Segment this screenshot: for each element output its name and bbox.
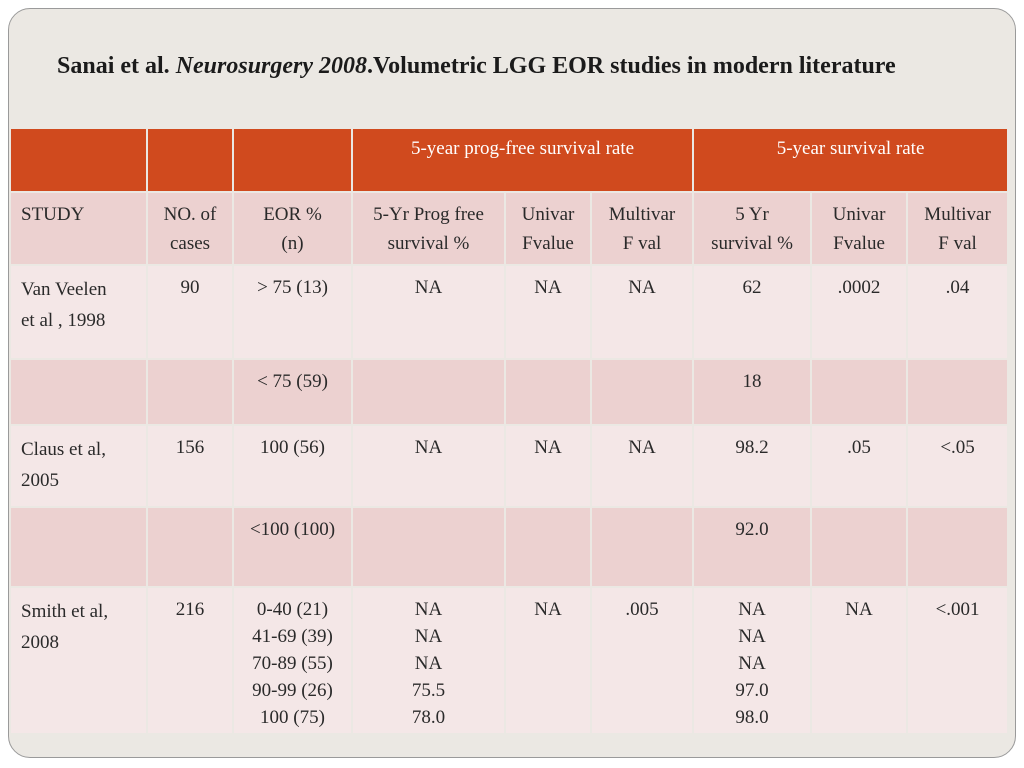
os-cell: 62	[694, 266, 811, 358]
os-univar-cell: .05	[812, 426, 907, 506]
os-multivar-cell: .04	[908, 266, 1008, 358]
group-header-survival: 5-year survival rate	[694, 129, 1008, 191]
study-cell: Claus et al, 2005	[11, 426, 146, 506]
group-header-cell	[148, 129, 232, 191]
cases-cell	[148, 360, 232, 424]
pfs-cell: NA	[353, 266, 504, 358]
os-cell: 18	[694, 360, 811, 424]
group-header-cell	[234, 129, 351, 191]
pfs-cell	[353, 508, 504, 586]
study-cell	[11, 508, 146, 586]
pfs-cell	[353, 360, 504, 424]
os-multivar-cell: <.001	[908, 588, 1008, 733]
os-univar-cell: .0002	[812, 266, 907, 358]
eor-cell: <100 (100)	[234, 508, 351, 586]
cases-cell: 90	[148, 266, 232, 358]
study-cell: Van Veelen et al , 1998	[11, 266, 146, 358]
pfs-univar-cell	[506, 360, 590, 424]
eor-cell: 0-40 (21) 41-69 (39) 70-89 (55) 90-99 (26) 1…	[234, 588, 351, 733]
os-multivar-cell	[908, 360, 1008, 424]
column-header: Multivar F val	[908, 193, 1008, 264]
column-header: STUDY	[11, 193, 146, 264]
cases-cell: 216	[148, 588, 232, 733]
pfs-cell: NA	[353, 426, 504, 506]
eor-cell: > 75 (13)	[234, 266, 351, 358]
eor-cell: 100 (56)	[234, 426, 351, 506]
os-multivar-cell	[908, 508, 1008, 586]
study-cell	[11, 360, 146, 424]
table-row: < 75 (59) 18	[11, 360, 1008, 424]
pfs-univar-cell: NA	[506, 588, 590, 733]
os-cell: 92.0	[694, 508, 811, 586]
os-cell: 98.2	[694, 426, 811, 506]
pfs-multivar-cell: .005	[592, 588, 693, 733]
slide-title: Sanai et al. Neurosurgery 2008.Volumetri…	[57, 53, 1015, 80]
column-header-row: STUDY NO. of cases EOR % (n) 5-Yr Prog fre…	[11, 193, 1008, 264]
pfs-univar-cell	[506, 508, 590, 586]
title-journal: Neurosurgery 2008	[175, 53, 368, 79]
pfs-multivar-cell	[592, 508, 693, 586]
column-header: 5-Yr Prog free survival %	[353, 193, 504, 264]
column-header: Multivar F val	[592, 193, 693, 264]
os-cell: NA NA NA 97.0 98.0	[694, 588, 811, 733]
pfs-cell: NA NA NA 75.5 78.0	[353, 588, 504, 733]
column-header: NO. of cases	[148, 193, 232, 264]
pfs-multivar-cell	[592, 360, 693, 424]
title-authors: Sanai et al.	[57, 53, 176, 79]
cases-cell: 156	[148, 426, 232, 506]
os-univar-cell	[812, 360, 907, 424]
group-header-row: 5-year prog-free survival rate 5-year su…	[11, 129, 1008, 191]
study-cell: Smith et al, 2008	[11, 588, 146, 733]
table-row: Claus et al, 2005 156 100 (56) NA NA NA 9…	[11, 426, 1008, 506]
cases-cell	[148, 508, 232, 586]
os-multivar-cell: <.05	[908, 426, 1008, 506]
table-row: <100 (100) 92.0	[11, 508, 1008, 586]
pfs-univar-cell: NA	[506, 266, 590, 358]
column-header: 5 Yr survival %	[694, 193, 811, 264]
column-header: Univar Fvalue	[506, 193, 590, 264]
os-univar-cell: NA	[812, 588, 907, 733]
eor-cell: < 75 (59)	[234, 360, 351, 424]
group-header-prog-free: 5-year prog-free survival rate	[353, 129, 693, 191]
os-univar-cell	[812, 508, 907, 586]
eor-studies-table: 5-year prog-free survival rate 5-year su…	[9, 127, 1009, 735]
title-subject: .Volumetric LGG EOR studies in modern li…	[367, 53, 896, 79]
pfs-multivar-cell: NA	[592, 426, 693, 506]
pfs-univar-cell: NA	[506, 426, 590, 506]
table-row: Van Veelen et al , 1998 90 > 75 (13) NA N…	[11, 266, 1008, 358]
pfs-multivar-cell: NA	[592, 266, 693, 358]
column-header: Univar Fvalue	[812, 193, 907, 264]
group-header-cell	[11, 129, 146, 191]
slide: Sanai et al. Neurosurgery 2008.Volumetri…	[8, 8, 1016, 758]
column-header: EOR % (n)	[234, 193, 351, 264]
table-row: Smith et al, 2008 216 0-40 (21) 41-69 (39)…	[11, 588, 1008, 733]
